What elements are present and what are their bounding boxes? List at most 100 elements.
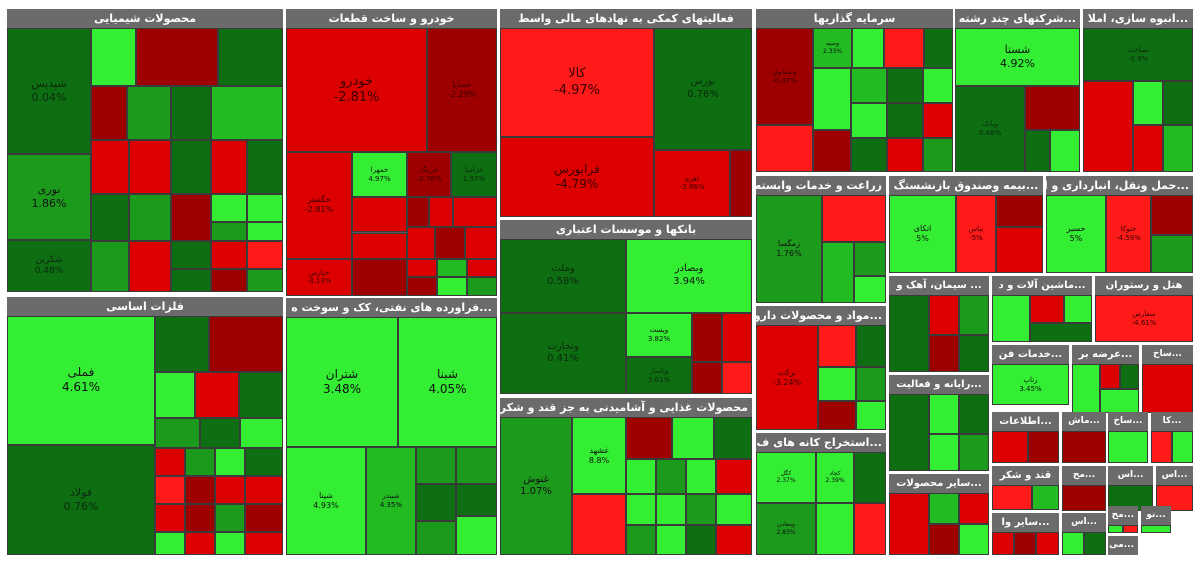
sector-title[interactable]: ... سیمان، آهک و <box>889 276 989 295</box>
sector-mas[interactable]: ...ماش <box>1062 412 1106 463</box>
sector-computer[interactable]: ...رایانه و فعالیت <box>889 375 989 471</box>
stock-tile-small[interactable] <box>171 268 211 292</box>
stock-tile-small[interactable] <box>1032 485 1059 510</box>
stock-tile-small[interactable] <box>352 197 407 233</box>
stock-tile[interactable]: کچاد 2.39% <box>816 452 854 503</box>
stock-tile[interactable]: شپدیس 0.04% <box>7 28 91 154</box>
stock-tile-small[interactable] <box>1083 81 1133 172</box>
stock-tile-small[interactable] <box>200 417 240 449</box>
stock-tile-small[interactable] <box>959 335 989 372</box>
stock-tile-small[interactable] <box>215 531 245 555</box>
stock-tile-small[interactable] <box>996 227 1043 273</box>
stock-tile-small[interactable] <box>211 240 247 269</box>
stock-tile-small[interactable] <box>185 448 215 477</box>
sector-title[interactable]: ...اس <box>1108 466 1153 485</box>
stock-tile-small[interactable] <box>692 312 722 362</box>
sector-banks[interactable]: بانکها و موسسات اعتباری وملت 0.58% وبصادر 3.… <box>500 220 752 394</box>
sector-other2[interactable]: ...سایر وا <box>992 513 1059 555</box>
stock-tile[interactable]: سفارس -4.61% <box>1095 295 1193 342</box>
stock-tile[interactable]: خرینگ -2.76% <box>407 152 451 197</box>
stock-tile-small[interactable] <box>959 295 989 336</box>
sector-title[interactable]: ...ساخ <box>1108 412 1148 431</box>
sector-cement[interactable]: ... سیمان، آهک و <box>889 276 989 372</box>
stock-tile[interactable]: خودرو -2.81% <box>286 28 427 153</box>
sector-title[interactable]: فعالیتهای کمکی به نهادهای مالی واسط <box>500 9 752 28</box>
stock-tile-small[interactable] <box>171 85 211 140</box>
stock-tile-small[interactable] <box>851 138 887 172</box>
stock-tile-small[interactable] <box>437 277 467 296</box>
stock-tile-small[interactable] <box>91 240 129 292</box>
sector-auto[interactable]: خودرو و ساخت قطعات خودرو -2.81% خساپا -2.29%… <box>286 9 497 296</box>
stock-tile-small[interactable] <box>924 28 953 68</box>
sector-sah2[interactable]: ...ساخ <box>1108 412 1148 463</box>
stock-tile-small[interactable] <box>129 240 171 292</box>
sector-mah[interactable]: ...مح <box>1062 466 1106 511</box>
stock-tile-small[interactable] <box>1108 525 1123 533</box>
stock-tile-small[interactable] <box>211 139 247 195</box>
stock-tile[interactable]: شپنا 4.93% <box>286 446 366 555</box>
sector-as1[interactable]: ...اس <box>1108 466 1153 511</box>
stock-tile[interactable]: خزامیا 1.97% <box>451 152 497 197</box>
sector-supply[interactable]: ...عرضه بر <box>1072 345 1139 413</box>
stock-tile-small[interactable] <box>416 483 456 521</box>
stock-tile[interactable]: کالا -4.97% <box>500 28 654 138</box>
stock-tile-small[interactable] <box>854 502 886 555</box>
sector-title[interactable]: ...بیمه وصندوق بازنشستگ <box>889 176 1043 195</box>
stock-tile-small[interactable] <box>245 476 283 505</box>
stock-tile-small[interactable] <box>211 85 283 140</box>
stock-tile-small[interactable] <box>626 417 672 460</box>
stock-tile-small[interactable] <box>211 268 247 292</box>
stock-tile-small[interactable] <box>155 476 185 505</box>
sector-title[interactable]: سرمایه گذاریها <box>756 9 953 28</box>
stock-tile-small[interactable] <box>155 371 195 418</box>
sector-other_products[interactable]: ...سایر محصولات <box>889 474 989 555</box>
stock-tile-small[interactable] <box>1025 86 1080 131</box>
stock-tile-small[interactable] <box>1120 364 1139 390</box>
sector-hotel[interactable]: هتل و رستوران سفارس -4.61% <box>1095 276 1193 342</box>
stock-tile-small[interactable] <box>456 516 497 555</box>
stock-tile-small[interactable] <box>416 446 456 484</box>
stock-tile-small[interactable] <box>923 103 953 139</box>
stock-tile[interactable]: اتکای 5% <box>889 195 956 273</box>
sector-multi[interactable]: ...شرکتهای چند رشته شستا 4.92% وبانک 0.48% <box>955 9 1080 172</box>
stock-tile-small[interactable] <box>352 232 407 259</box>
stock-tile-small[interactable] <box>854 452 886 503</box>
sector-title[interactable]: ...سایر وا <box>992 513 1059 532</box>
stock-tile-small[interactable] <box>247 268 283 292</box>
stock-tile-small[interactable] <box>247 139 283 195</box>
stock-tile-small[interactable] <box>155 531 185 555</box>
stock-tile-small[interactable] <box>91 85 127 140</box>
stock-tile-small[interactable] <box>1172 431 1193 463</box>
sector-chemical[interactable]: محصولات شیمیایی شپدیس 0.04% نوری 1.86% شکربن 0… <box>7 9 283 292</box>
stock-tile-small[interactable] <box>171 139 211 195</box>
stock-tile-small[interactable] <box>716 459 752 495</box>
stock-tile[interactable]: خساپا -2.29% <box>427 28 497 153</box>
sector-title[interactable]: خودرو و ساخت قطعات <box>286 9 497 28</box>
stock-tile-small[interactable] <box>656 494 686 526</box>
sector-title[interactable]: قند و شکر <box>992 466 1059 485</box>
sector-insurance[interactable]: ...بیمه وصندوق بازنشستگ اتکای 5% بپاس -5% <box>889 176 1043 273</box>
stock-tile-small[interactable] <box>1108 431 1148 463</box>
stock-tile-small[interactable] <box>1151 195 1193 236</box>
stock-tile-small[interactable] <box>129 194 171 241</box>
stock-tile-small[interactable] <box>889 295 929 372</box>
sector-sah1[interactable]: ...ساخ <box>1142 345 1193 413</box>
stock-tile-small[interactable] <box>215 448 245 477</box>
sector-as2[interactable]: ...اس <box>1156 466 1193 511</box>
sector-title[interactable]: ...حمل ونقل، انبارداری و ا <box>1046 176 1193 195</box>
sector-no[interactable]: ...نو <box>1141 506 1171 533</box>
stock-tile-small[interactable] <box>1163 81 1193 126</box>
stock-tile-small[interactable] <box>686 494 716 526</box>
stock-tile-small[interactable] <box>1030 323 1092 342</box>
stock-tile-small[interactable] <box>185 531 215 555</box>
stock-tile-small[interactable] <box>813 129 851 172</box>
stock-tile-small[interactable] <box>129 139 171 195</box>
stock-tile-small[interactable] <box>407 197 429 227</box>
stock-tile-small[interactable] <box>407 226 435 259</box>
stock-tile-small[interactable] <box>467 258 497 278</box>
stock-tile-small[interactable] <box>852 28 884 68</box>
stock-tile-small[interactable] <box>854 241 886 276</box>
stock-tile-small[interactable] <box>465 226 497 259</box>
stock-tile-small[interactable] <box>929 394 959 435</box>
sector-title[interactable]: ...سایر محصولات <box>889 474 989 493</box>
